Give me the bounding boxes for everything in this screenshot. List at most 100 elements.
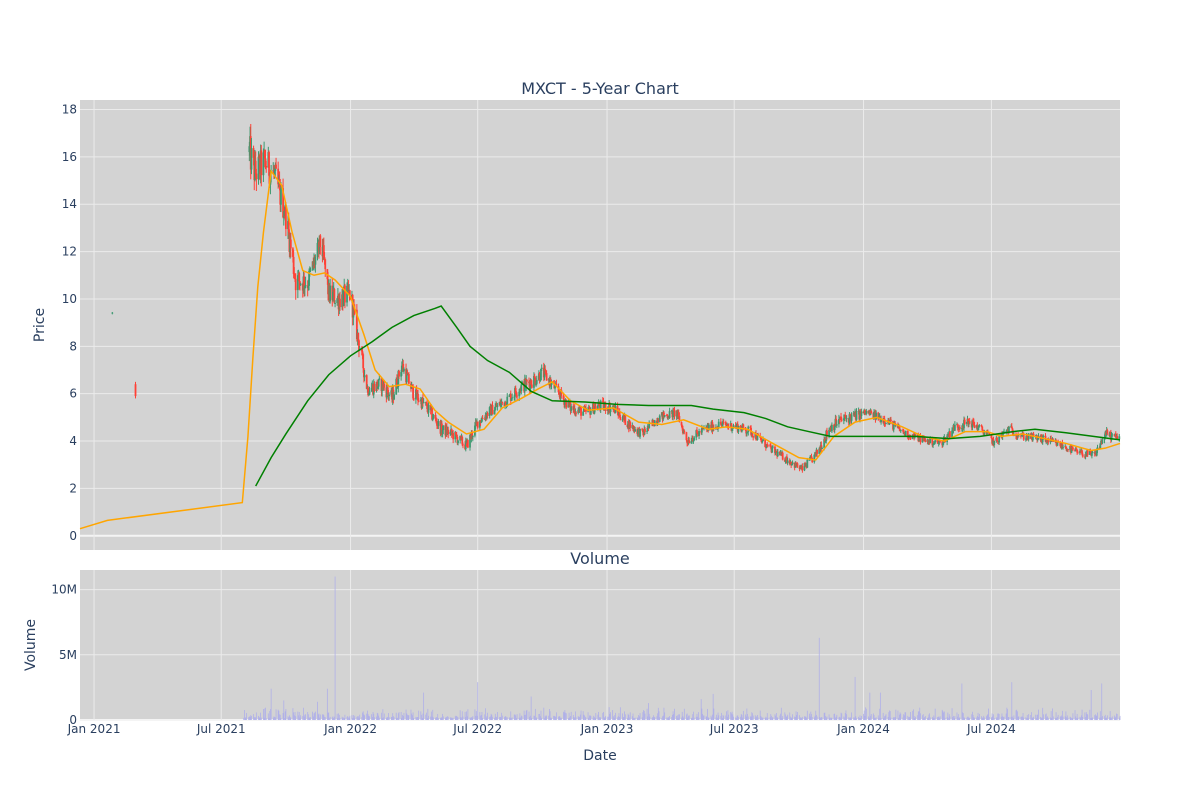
volume-bar	[1075, 716, 1077, 720]
volume-bar	[695, 716, 697, 720]
volume-bar	[293, 715, 295, 720]
candle-body	[840, 419, 843, 421]
candle-body	[1016, 435, 1019, 438]
candle-body	[494, 406, 497, 411]
volume-bar	[534, 715, 536, 720]
candle-body	[702, 428, 705, 430]
candle-body	[932, 444, 934, 446]
volume-bar	[628, 715, 630, 720]
volume-bar	[981, 716, 982, 720]
candle-body	[624, 415, 627, 425]
volume-bar	[711, 717, 713, 720]
volume-bar	[509, 717, 511, 720]
volume-bar	[449, 717, 451, 720]
volume-bar	[466, 711, 467, 720]
volume-bar	[260, 712, 261, 720]
candle-body	[998, 436, 1001, 443]
candle-body	[452, 432, 455, 440]
volume-bar	[515, 715, 517, 720]
volume-bar	[367, 714, 369, 720]
volume-bar	[312, 716, 314, 720]
candle-body	[442, 425, 445, 431]
volume-bar	[1045, 714, 1046, 720]
volume-bar	[897, 710, 899, 720]
volume-bar	[568, 712, 570, 720]
volume-bar	[713, 708, 715, 720]
volume-bar	[535, 717, 537, 720]
candle-body	[333, 289, 336, 304]
volume-bar	[721, 717, 723, 720]
candle-body	[658, 421, 660, 423]
x-tick-label: Jan 2022	[323, 722, 377, 736]
volume-bar	[770, 714, 772, 720]
candle-body	[1081, 450, 1083, 455]
candle-body	[680, 422, 683, 426]
volume-bar	[353, 717, 355, 720]
candle-body	[616, 406, 619, 412]
candle-body	[544, 370, 547, 374]
candle-body	[686, 440, 689, 444]
volume-bar	[888, 712, 890, 720]
candle-body	[508, 395, 511, 397]
candle-body	[976, 425, 979, 430]
volume-bar	[761, 717, 763, 720]
candle-body	[555, 383, 558, 387]
volume-y-tick-label: 0	[69, 713, 77, 727]
candle-body	[960, 428, 963, 430]
volume-bar	[766, 717, 767, 720]
volume-bar	[952, 717, 954, 720]
volume-bar	[728, 714, 729, 720]
volume-bar	[295, 716, 297, 720]
candle-body	[543, 368, 546, 378]
volume-bar	[673, 714, 675, 720]
candle-body	[860, 411, 863, 416]
volume-bar	[605, 716, 607, 720]
volume-bar	[913, 709, 914, 720]
candle-body	[282, 215, 285, 218]
volume-bar	[594, 717, 596, 720]
volume-bar	[1095, 714, 1096, 720]
volume-bar	[777, 717, 779, 720]
volume-bar	[251, 715, 252, 720]
volume-bar	[567, 718, 569, 720]
candle-body	[268, 152, 270, 176]
candle-body	[370, 387, 373, 392]
volume-bar	[1106, 717, 1108, 720]
volume-bar	[1042, 707, 1044, 720]
volume-bar	[356, 716, 358, 720]
candle-body	[378, 378, 381, 380]
candle-body	[828, 429, 830, 436]
candle-body	[803, 462, 806, 471]
candle-body	[311, 261, 314, 270]
volume-bar	[738, 716, 739, 720]
volume-bar	[412, 712, 414, 720]
volume-bar	[653, 716, 655, 720]
candle-body	[698, 431, 700, 436]
candle-body	[808, 459, 811, 461]
volume-bar	[800, 718, 802, 720]
candle-body	[362, 354, 365, 369]
volume-bar	[934, 708, 936, 720]
volume-bar	[899, 712, 901, 720]
x-tick-label: Jan 2021	[67, 722, 121, 736]
volume-bar	[971, 714, 973, 720]
volume-bar	[761, 717, 763, 720]
volume-bar	[526, 709, 528, 720]
candle-body	[530, 380, 533, 385]
volume-bar	[523, 710, 525, 720]
volume-bar	[1076, 713, 1078, 720]
volume-bar	[859, 715, 861, 720]
volume-bar	[310, 717, 311, 720]
candle-body	[577, 409, 580, 414]
volume-bar	[992, 716, 994, 720]
candle-body	[749, 426, 752, 428]
candle-body	[449, 431, 452, 435]
volume-bar	[506, 717, 507, 720]
volume-bar	[1092, 717, 1093, 720]
volume-bar	[395, 712, 397, 720]
volume-bar	[397, 717, 399, 720]
candle-body	[457, 440, 459, 444]
volume-bar	[550, 717, 552, 720]
volume-bar	[298, 712, 300, 720]
volume-bar	[974, 717, 975, 720]
